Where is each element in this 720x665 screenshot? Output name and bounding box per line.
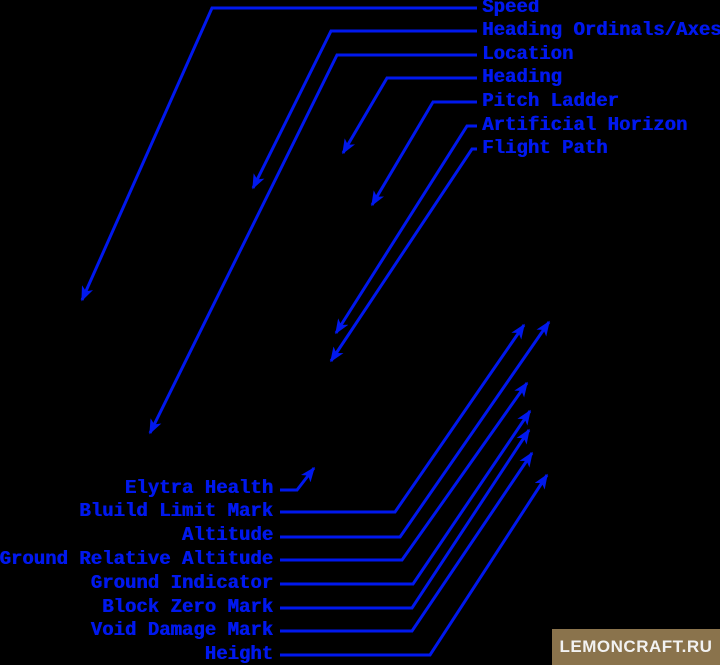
label-ground-relative-altitude: Ground Relative Altitude [0,548,273,570]
arrow-line [341,76,477,155]
label-heading-ordinals-axes: Heading Ordinals/Axes [482,19,720,41]
arrow-line [148,53,477,435]
label-bluild-limit-mark: Bluild Limit Mark [79,500,273,522]
arrow-line [280,323,526,514]
label-height: Height [204,643,273,665]
arrow-line [280,466,316,492]
arrow-line [280,451,534,633]
label-elytra-health: Elytra Health [124,477,273,499]
watermark-badge: LEMONCRAFT.RU [552,629,720,665]
label-speed: Speed [482,0,540,18]
arrow-line [251,29,477,190]
arrow-line [280,381,529,562]
label-altitude: Altitude [181,524,273,546]
label-void-damage-mark: Void Damage Mark [90,619,273,641]
annotation-arrows [80,6,551,657]
label-flight-path: Flight Path [482,137,608,159]
label-location: Location [482,43,574,65]
arrow-line [280,428,531,610]
label-pitch-ladder: Pitch Ladder [482,90,619,112]
arrow-line [280,320,551,539]
label-ground-indicator: Ground Indicator [90,572,273,594]
arrow-line [329,147,477,363]
arrow-line [280,409,532,586]
arrow-line [280,473,549,657]
label-heading: Heading [482,66,562,88]
watermark-text: LEMONCRAFT.RU [559,637,713,656]
arrow-line [80,6,477,302]
label-artificial-horizon: Artificial Horizon [482,114,688,136]
label-block-zero-mark: Block Zero Mark [101,596,273,618]
arrow-line [370,100,477,207]
arrow-line [334,124,477,335]
